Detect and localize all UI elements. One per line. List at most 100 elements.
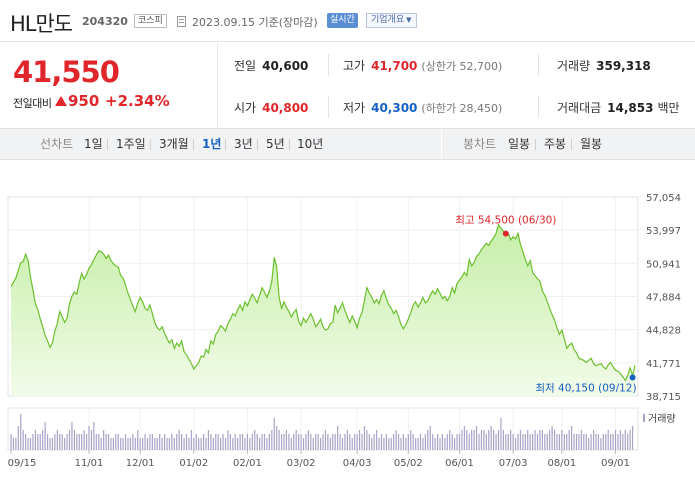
volume-bar [358,430,361,450]
volume-bar [190,430,192,450]
volume-bar [600,438,602,450]
volume-bar [366,430,368,450]
volume-bar [449,430,451,450]
stat-open: 시가 40,800 [234,99,308,116]
stock-code: 204320 [82,15,128,28]
price-chart[interactable]: 57,054 53,997 50,941 47,884 44,828 41,771 38,7… [0,161,695,479]
company-info-label: 기업개요 [371,15,405,25]
volume-bar [556,434,558,450]
volume-bar [202,434,205,450]
volume-bar [610,434,612,450]
y-tick-label: 41,771 [646,359,681,370]
stat-value: 40,800 [262,101,309,115]
tab-monthly[interactable]: 월봉 [580,137,603,151]
stat-label: 고가 [343,59,366,73]
x-tick-label: 02/01 [233,458,262,469]
change-label: 전일대비 [13,97,52,110]
volume-bar [337,426,339,450]
volume-bar [580,430,582,450]
volume-bar [473,430,475,450]
volume-bar [124,434,127,450]
volume-bar [107,434,110,450]
volume-bar [512,434,514,450]
tab-10y[interactable]: 10년 [297,137,324,151]
stat-low: 저가 40,300 (하한가 28,450) [343,99,502,116]
tab-3m[interactable]: 3개월 [159,137,189,151]
volume-bar [502,430,504,450]
stock-name[interactable]: HL만도 [10,12,73,36]
tab-daily[interactable]: 일봉 [508,137,531,151]
volume-bar [429,426,431,450]
volume-bar [29,438,32,450]
chart-period-tabs: 선차트 1일 1주일 3개월 1년 3년 5년 10년 봉차트 일봉 주봉 월봉 [0,128,695,160]
volume-bar [439,438,441,450]
volume-bar [171,434,173,450]
volume-bar [78,434,80,450]
volume-bar [229,434,231,450]
tab-1w[interactable]: 1주일 [116,137,146,151]
volume-bar [536,434,539,450]
volume-bar [451,434,453,450]
volume-bar [139,438,141,450]
volume-bar [566,434,568,450]
volume-bar [434,438,436,450]
volume-bar [244,438,246,450]
realtime-button[interactable]: 실시간 [327,13,358,28]
y-tick-label: 57,054 [646,193,681,204]
volume-bar [193,438,195,450]
volume-bar [149,434,151,450]
tab-1d[interactable]: 1일 [84,137,103,151]
volume-bar [507,434,509,450]
volume-bar [334,434,336,450]
volume-bar [480,430,483,450]
tab-weekly[interactable]: 주봉 [544,137,567,151]
volume-bar [68,430,71,450]
price-area-fill [11,224,635,396]
volume-bar [410,430,412,450]
volume-bar [461,430,463,450]
x-tick-label: 09/15 [8,458,37,469]
volume-bar [446,434,448,450]
volume-bar [400,438,402,450]
y-tick-label: 38,715 [646,392,681,403]
volume-bar [510,430,512,450]
volume-bar [59,434,61,450]
volume-bar [553,430,556,450]
company-info-button[interactable]: 기업개요 ▼ [366,13,417,28]
volume-bar [251,434,253,450]
tab-5y[interactable]: 5년 [266,137,285,151]
volume-bar [142,438,144,450]
volume-bar [463,426,465,450]
volume-bar [619,430,621,450]
volume-bar [344,434,346,450]
volume-bar [39,434,41,450]
volume-bar [563,434,565,450]
y-tick-label: 47,884 [646,293,681,304]
x-tick-label: 07/03 [499,458,528,469]
stat-high: 고가 41,700 (상한가 52,700) [343,57,502,74]
x-tick-label: 04/03 [343,458,372,469]
volume-bar [137,430,139,450]
volume-bar [293,434,295,450]
volume-bar [22,430,24,450]
volume-bar [20,414,22,450]
current-price: 41,550 [13,55,120,89]
volume-bar [424,434,426,450]
x-tick-label: 08/01 [547,458,576,469]
volume-bar [205,438,207,450]
volume-bar [605,434,607,450]
tab-1y[interactable]: 1년 [202,137,222,151]
volume-bar [156,438,158,450]
volume-bar [422,438,424,450]
volume-bar [88,426,90,450]
change-amount: 950 [68,92,100,110]
volume-bar [271,430,273,450]
volume-bar [263,434,266,450]
volume-bar [173,438,175,450]
volume-bar [100,438,102,450]
tab-3y[interactable]: 3년 [234,137,253,151]
low-annotation: 최저 40,150 (09/12) [535,383,636,395]
volume-bar [32,434,34,450]
stat-unit: 백만 [657,101,680,115]
volume-bar [61,434,63,450]
